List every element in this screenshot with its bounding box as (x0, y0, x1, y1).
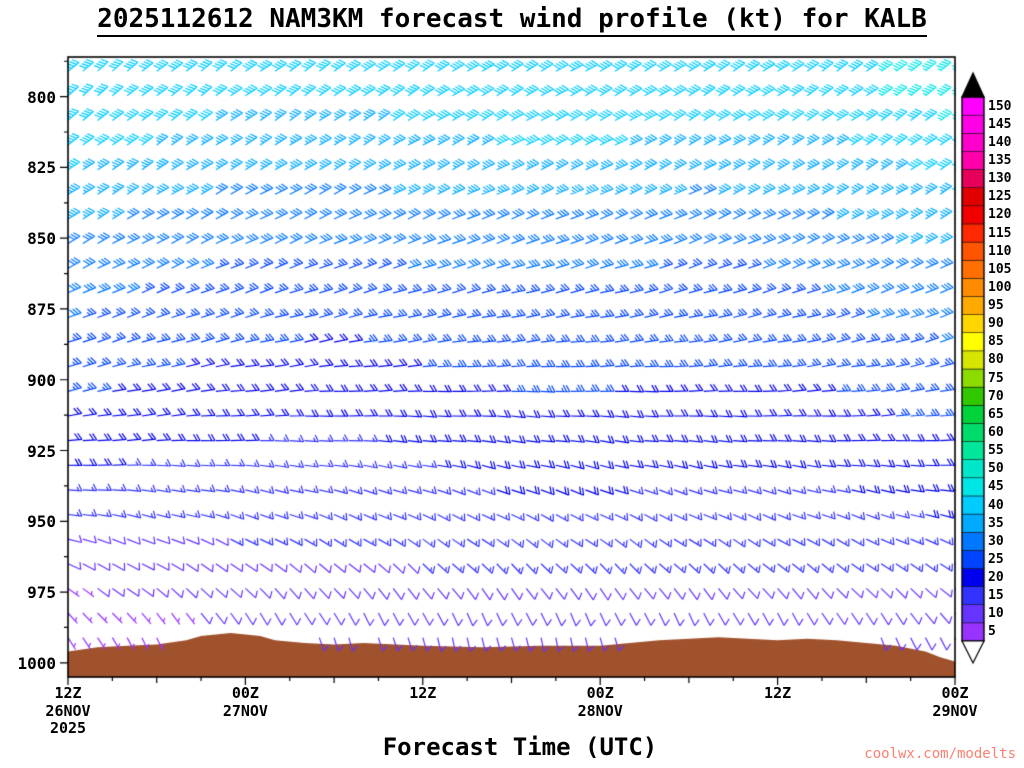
y-tick-label: 975 (27, 583, 56, 603)
x-tick-label: 00Z (941, 684, 969, 702)
y-tick-label: 875 (27, 299, 56, 319)
chart-title-text: 2025112612 NAM3KM forecast wind profile … (97, 4, 927, 37)
colorbar-tick-label: 30 (988, 533, 1004, 549)
x-year-label: 2025 (49, 719, 87, 737)
colorbar-tick-label: 80 (988, 352, 1004, 368)
colorbar-tick-label: 135 (988, 152, 1012, 168)
y-tick-label: 800 (27, 87, 56, 107)
colorbar-tick-label: 70 (988, 388, 1004, 404)
x-axis-title: Forecast Time (UTC) (382, 733, 658, 761)
x-date-label: 29NOV (932, 702, 978, 720)
watermark-link[interactable]: coolwx.com/modelts (864, 746, 1016, 762)
y-tick-label: 925 (27, 441, 56, 461)
y-tick-label: 900 (27, 370, 56, 390)
colorbar-tick-label: 130 (988, 171, 1012, 187)
colorbar-tick-label: 85 (988, 334, 1004, 350)
colorbar-tick-label: 5 (988, 624, 996, 640)
x-date-label: 26NOV (45, 702, 91, 720)
colorbar-tick-label: 65 (988, 406, 1004, 422)
colorbar-tick-label: 150 (988, 98, 1012, 114)
colorbar-tick-label: 90 (988, 316, 1004, 332)
colorbar-tick-label: 140 (988, 134, 1012, 150)
x-tick-label: 12Z (764, 684, 792, 702)
colorbar-tick-label: 20 (988, 570, 1004, 586)
colorbar-tick-label: 100 (988, 279, 1012, 295)
y-tick-label: 850 (27, 229, 56, 249)
y-tick-label: 950 (27, 512, 56, 532)
colorbar-tick-label: 115 (988, 225, 1012, 241)
chart-title: 2025112612 NAM3KM forecast wind profile … (0, 4, 1024, 37)
colorbar-tick-label: 125 (988, 189, 1012, 205)
x-tick-label: 00Z (231, 684, 259, 702)
x-date-label: 28NOV (577, 702, 623, 720)
colorbar-tick-label: 105 (988, 261, 1012, 277)
y-tick-label: 1000 (17, 653, 56, 673)
colorbar-tick-label: 55 (988, 443, 1004, 459)
x-tick-label: 12Z (54, 684, 82, 702)
colorbar-tick-label: 25 (988, 551, 1004, 567)
x-tick-label: 12Z (409, 684, 437, 702)
colorbar-tick-label: 50 (988, 461, 1004, 477)
colorbar-tick-label: 75 (988, 370, 1004, 386)
colorbar-tick-label: 15 (988, 588, 1004, 604)
colorbar-tick-label: 110 (988, 243, 1012, 259)
x-date-label: 27NOV (222, 702, 268, 720)
x-tick-label: 00Z (586, 684, 614, 702)
colorbar-tick-label: 45 (988, 479, 1004, 495)
colorbar-tick-label: 60 (988, 424, 1004, 440)
colorbar-tick-label: 120 (988, 207, 1012, 223)
colorbar-tick-label: 40 (988, 497, 1004, 513)
colorbar-tick-label: 35 (988, 515, 1004, 531)
y-tick-label: 825 (27, 158, 56, 178)
colorbar-tick-label: 10 (988, 606, 1004, 622)
colorbar-tick-label: 95 (988, 298, 1004, 314)
colorbar-tick-label: 145 (988, 116, 1012, 132)
